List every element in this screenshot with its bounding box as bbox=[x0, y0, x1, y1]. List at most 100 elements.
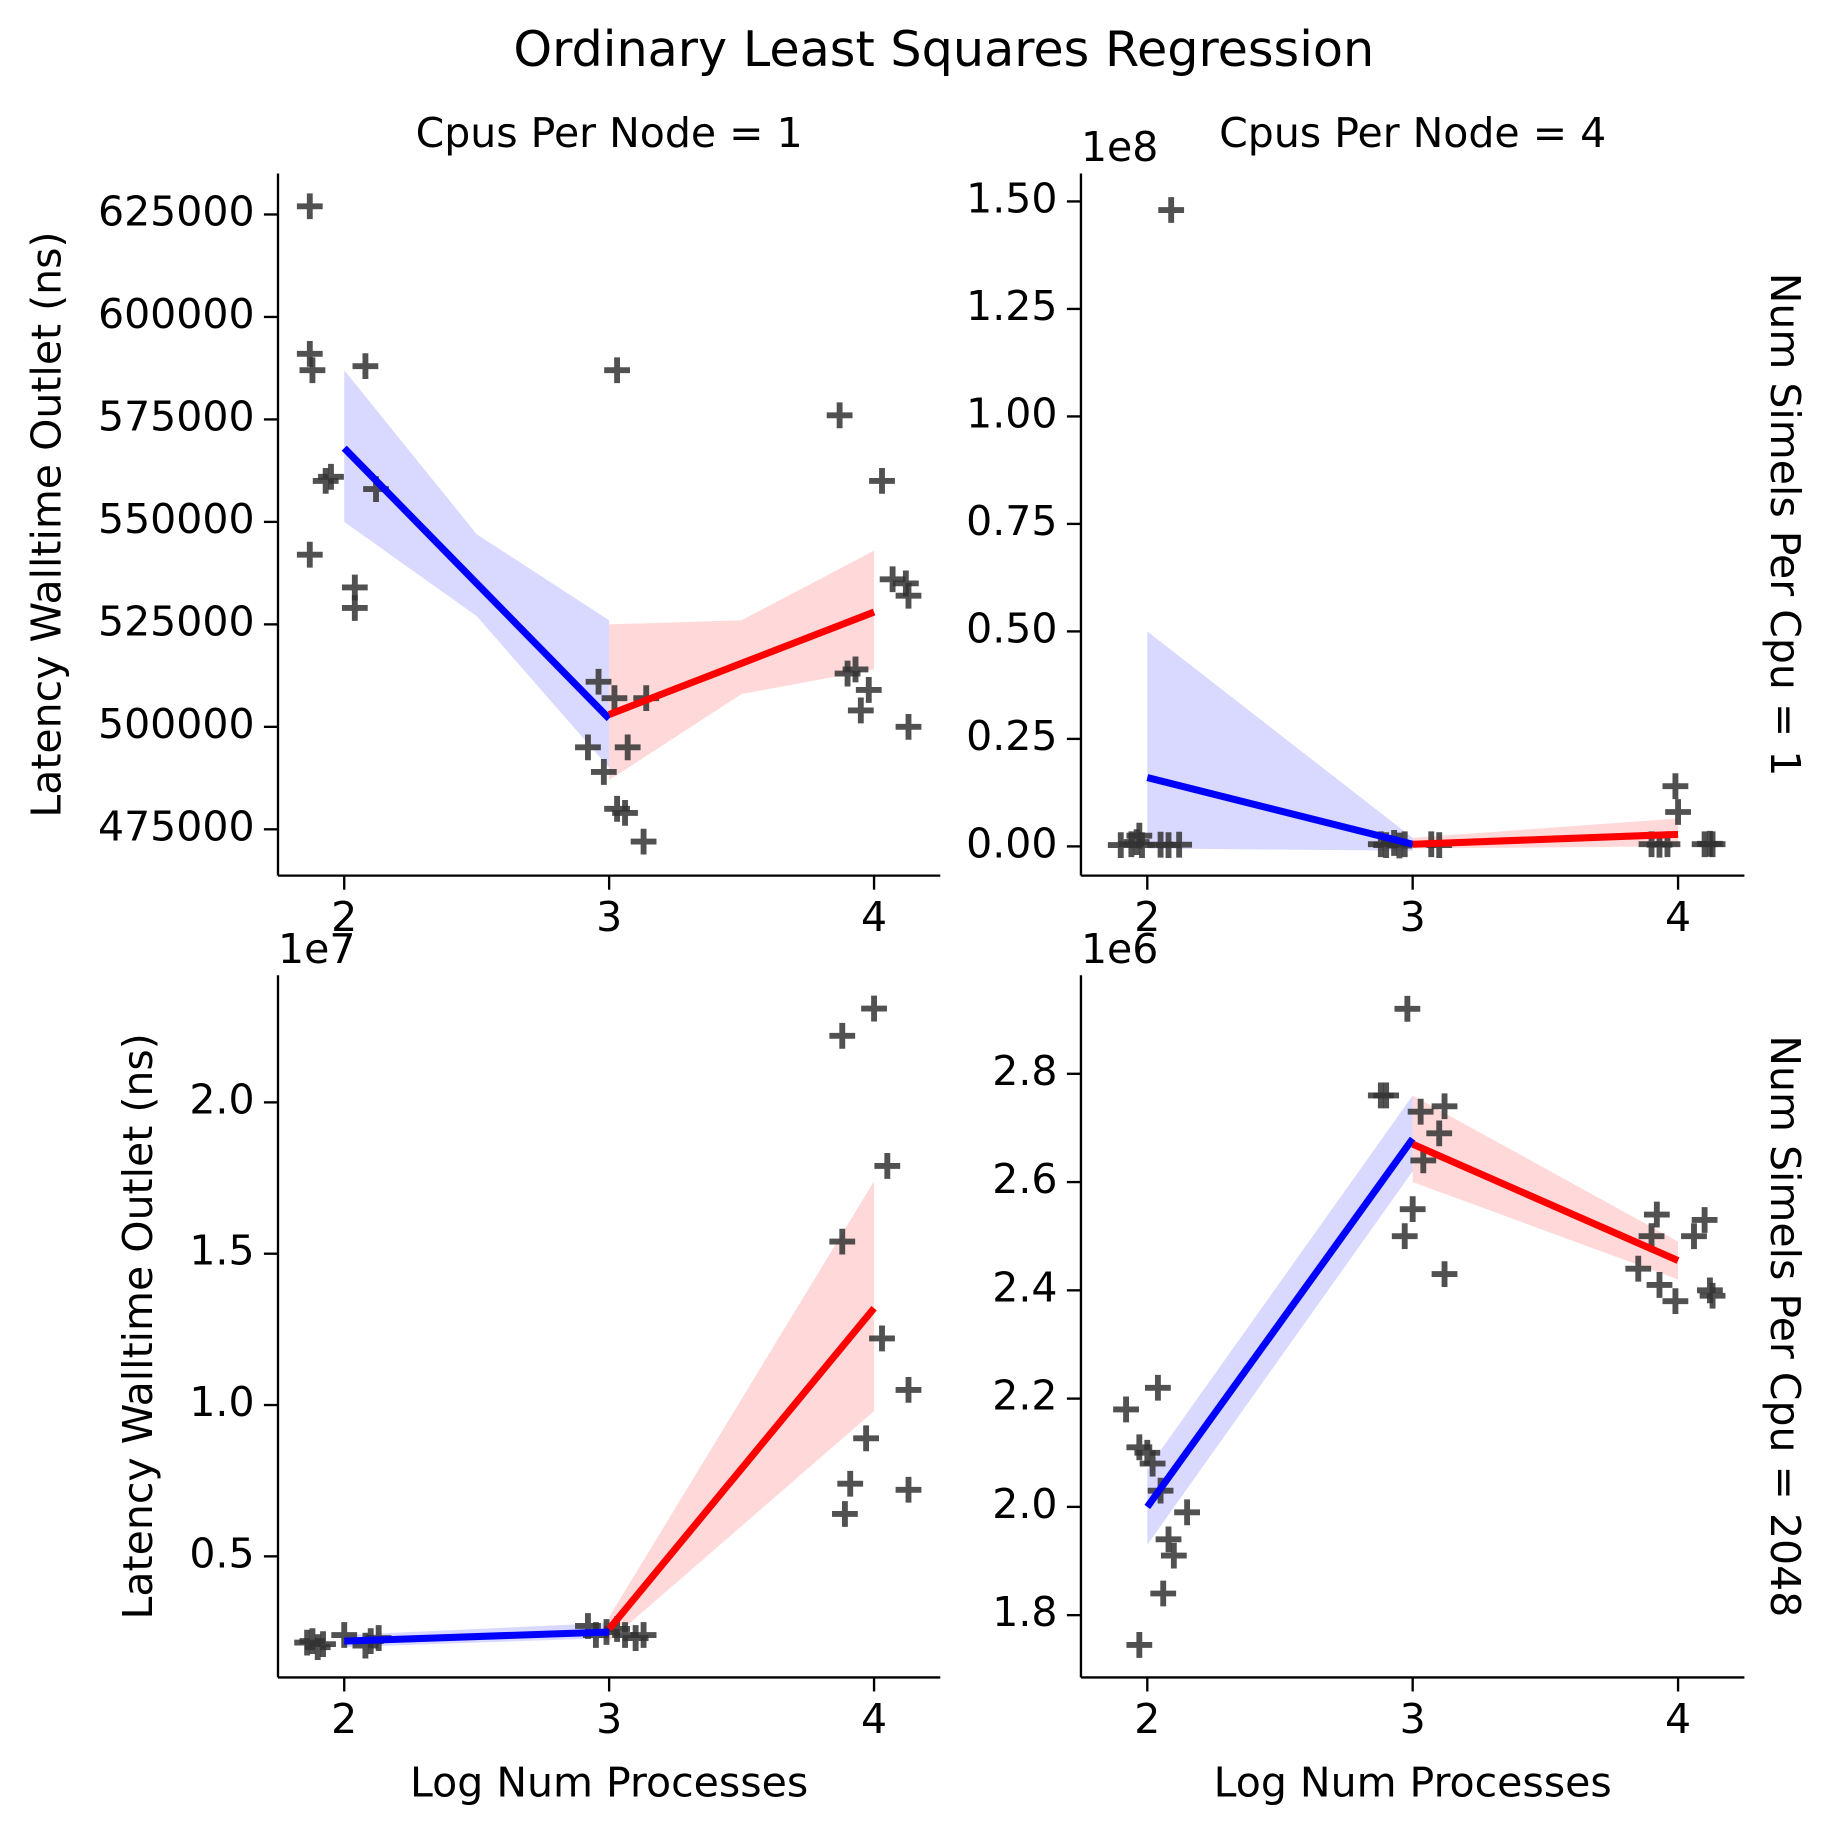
x-tick-label: 3 bbox=[1400, 1695, 1426, 1743]
fit-line bbox=[606, 1305, 877, 1632]
y-tick-label: 1.00 bbox=[966, 389, 1057, 437]
y-tick-label: 1.50 bbox=[966, 174, 1057, 222]
y-tick-label: 600000 bbox=[98, 290, 255, 338]
point bbox=[614, 734, 641, 761]
point bbox=[299, 357, 326, 384]
point bbox=[869, 468, 895, 494]
fit-line bbox=[341, 445, 612, 722]
point bbox=[352, 353, 379, 380]
point bbox=[590, 759, 617, 785]
point bbox=[869, 1325, 895, 1352]
offset-label: 1e8 bbox=[1081, 123, 1158, 171]
point bbox=[1145, 1374, 1171, 1401]
point bbox=[1150, 1580, 1177, 1607]
point bbox=[1394, 995, 1421, 1022]
point bbox=[612, 800, 638, 826]
point bbox=[341, 595, 368, 621]
fit-line bbox=[1146, 774, 1414, 848]
y-tick-label: 2.8 bbox=[992, 1047, 1057, 1095]
fit-line bbox=[607, 608, 876, 718]
fit-line bbox=[344, 1628, 610, 1645]
point bbox=[318, 463, 344, 490]
panel-title: Cpus Per Node = 1 bbox=[416, 109, 803, 157]
figure-title: Ordinary Least Squares Regression bbox=[513, 20, 1374, 78]
y-tick-label: 2.0 bbox=[189, 1075, 254, 1123]
point bbox=[837, 1470, 864, 1497]
point bbox=[829, 1022, 856, 1049]
point bbox=[1643, 1201, 1670, 1228]
offset-label: 1e6 bbox=[1081, 925, 1158, 973]
confidence-band bbox=[344, 370, 610, 768]
confidence-band bbox=[1147, 631, 1413, 851]
point bbox=[879, 566, 906, 593]
x-axis-label: Log Num Processes bbox=[410, 1758, 808, 1806]
y-tick-label: 2.4 bbox=[992, 1263, 1057, 1311]
point bbox=[895, 1376, 922, 1403]
x-tick-label: 2 bbox=[1134, 893, 1160, 941]
point bbox=[1407, 1098, 1434, 1125]
y-tick-label: 1.5 bbox=[189, 1227, 254, 1275]
x-tick-label: 2 bbox=[331, 1695, 357, 1743]
point bbox=[1399, 1196, 1426, 1223]
point bbox=[829, 1228, 856, 1255]
y-axis-label: Latency Walltime Outlet (ns) bbox=[22, 231, 70, 817]
y-tick-label: 525000 bbox=[98, 597, 255, 645]
point bbox=[310, 1631, 336, 1658]
y-tick-label: 0.25 bbox=[966, 712, 1057, 760]
point bbox=[1391, 1223, 1418, 1250]
point bbox=[1155, 1526, 1182, 1553]
point bbox=[895, 582, 922, 609]
y-tick-label: 625000 bbox=[98, 187, 255, 235]
point bbox=[861, 995, 887, 1022]
point bbox=[601, 685, 628, 712]
y-tick-label: 0.75 bbox=[966, 497, 1057, 545]
y-tick-label: 1.25 bbox=[966, 282, 1057, 330]
fit-line bbox=[1411, 1140, 1680, 1264]
point bbox=[1662, 1288, 1689, 1315]
point bbox=[832, 1501, 858, 1527]
point bbox=[1697, 1277, 1723, 1304]
point bbox=[630, 828, 657, 855]
row-label: Num Simels Per Cpu = 1 bbox=[1761, 273, 1809, 777]
x-tick-label: 4 bbox=[861, 1695, 887, 1743]
point bbox=[895, 713, 922, 740]
point bbox=[630, 1622, 657, 1648]
point bbox=[874, 1153, 901, 1179]
point bbox=[1126, 1632, 1153, 1658]
x-tick-label: 4 bbox=[1665, 1695, 1691, 1743]
point bbox=[296, 541, 323, 568]
x-tick-label: 4 bbox=[1665, 893, 1691, 941]
point bbox=[1681, 1223, 1707, 1250]
point bbox=[855, 677, 882, 703]
point bbox=[847, 697, 874, 724]
y-tick-label: 2.2 bbox=[992, 1372, 1057, 1420]
x-tick-label: 3 bbox=[596, 893, 622, 941]
point bbox=[1158, 197, 1185, 223]
x-tick-label: 2 bbox=[331, 893, 357, 941]
point bbox=[1113, 1396, 1139, 1423]
y-tick-label: 0.00 bbox=[966, 819, 1057, 867]
point bbox=[895, 1476, 922, 1503]
point bbox=[1625, 1255, 1652, 1282]
y-tick-label: 550000 bbox=[98, 495, 255, 543]
y-tick-label: 0.5 bbox=[189, 1529, 254, 1577]
offset-label: 1e7 bbox=[278, 925, 355, 973]
y-tick-label: 500000 bbox=[98, 700, 255, 748]
y-tick-label: 2.6 bbox=[992, 1155, 1057, 1203]
x-tick-label: 3 bbox=[1400, 893, 1426, 941]
y-tick-label: 1.8 bbox=[992, 1588, 1057, 1636]
point bbox=[1174, 1499, 1200, 1526]
point bbox=[1166, 831, 1193, 858]
point bbox=[1638, 1223, 1665, 1250]
row-label: Num Simels Per Cpu = 2048 bbox=[1761, 1035, 1809, 1617]
point bbox=[1431, 1261, 1458, 1287]
point bbox=[1426, 1120, 1453, 1147]
point bbox=[1699, 831, 1726, 858]
y-axis-label: Latency Walltime Outlet (ns) bbox=[114, 1033, 162, 1619]
point bbox=[575, 734, 601, 761]
x-axis-label: Log Num Processes bbox=[1214, 1758, 1612, 1806]
point bbox=[296, 193, 323, 220]
point bbox=[853, 1425, 880, 1452]
point bbox=[1160, 1542, 1187, 1569]
